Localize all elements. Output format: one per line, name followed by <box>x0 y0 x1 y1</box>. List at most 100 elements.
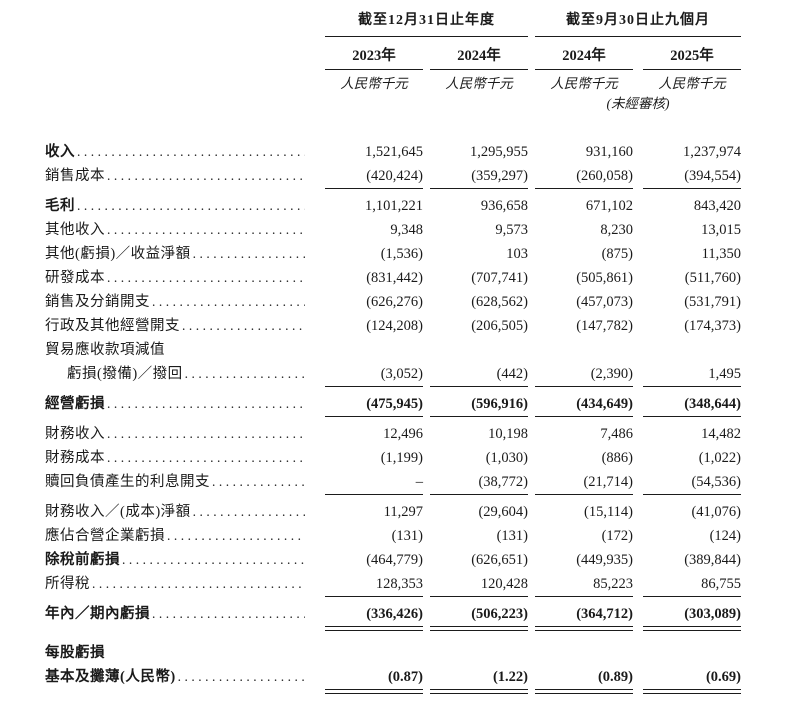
value-cell: (464,779) <box>366 552 423 568</box>
value-cell: (1,199) <box>380 450 423 466</box>
table-row-cost-of-sales: 銷售成本 (420,424) (359,297) (260,058) (394,… <box>45 164 741 189</box>
row-label: 收入 <box>45 144 75 160</box>
value-cell: (531,791) <box>684 294 741 310</box>
row-label-wrap: 其他(虧損)／收益淨額 <box>45 242 325 266</box>
value-cell: 9,573 <box>495 222 528 238</box>
group-header-annual: 截至12月31日止年度 <box>325 10 528 37</box>
value-cell: 1,237,974 <box>683 144 741 160</box>
value-cell: 1,295,955 <box>470 144 528 160</box>
dot-leader <box>152 290 305 314</box>
table-row-admin-operating-expenses: 行政及其他經營開支 (124,208) (206,505) (147,782) … <box>45 314 741 338</box>
year-header-2023: 2023年 <box>325 45 423 70</box>
value-cell: 14,482 <box>701 426 741 442</box>
row-label: 其他(虧損)／收益淨額 <box>45 246 191 262</box>
value-cell: 931,160 <box>585 144 633 160</box>
row-label-wrap: 收入 <box>45 140 325 164</box>
value-cell: (626,276) <box>366 294 423 310</box>
table-row-redemption-liability-interest: 贖回負債產生的利息開支 – (38,772) (21,714) (54,536) <box>45 470 741 495</box>
table-row-loss-per-share-heading: 每股虧損 <box>45 641 741 665</box>
period-group-header-row: 截至12月31日止年度 截至9月30日止九個月 <box>45 10 741 37</box>
row-label-wrap: 經營虧損 <box>45 392 325 416</box>
value-cell: 13,015 <box>701 222 741 238</box>
value-cell: 11,297 <box>383 504 423 520</box>
value-cell: (336,426) <box>325 602 423 631</box>
row-label-wrap: 毛利 <box>45 194 325 218</box>
value-cell: (434,649) <box>535 392 633 417</box>
value-cell: 103 <box>506 246 528 262</box>
row-label: 財務收入 <box>45 426 105 442</box>
row-label: 銷售成本 <box>45 168 105 184</box>
unaudited-note-row: (未經審核) <box>45 94 741 114</box>
row-label-wrap: 財務收入 <box>45 422 325 446</box>
value-cell: (475,945) <box>325 392 423 417</box>
value-cell: (0.69) <box>643 665 741 694</box>
value-cell: 10,198 <box>488 426 528 442</box>
row-label: 毛利 <box>45 198 75 214</box>
value-cell: (1,022) <box>698 450 741 466</box>
row-label: 行政及其他經營開支 <box>45 318 180 334</box>
table-row-finance-costs: 財務成本 (1,199) (1,030) (886) (1,022) <box>45 446 741 470</box>
value-cell: (628,562) <box>471 294 528 310</box>
row-label: 貿易應收款項減值 <box>45 342 165 358</box>
dot-leader <box>77 194 305 218</box>
value-cell: (359,297) <box>430 164 528 189</box>
row-label: 每股虧損 <box>45 645 105 661</box>
statement-table-body: 收入 1,521,645 1,295,955 931,160 1,237,974… <box>45 140 741 694</box>
dot-leader <box>107 422 305 446</box>
value-cell: (172) <box>601 528 633 544</box>
table-row-basic-diluted-eps: 基本及攤薄(人民幣) (0.87) (1.22) (0.89) (0.69) <box>45 665 741 694</box>
value-cell: (124) <box>709 528 741 544</box>
value-cell: (449,935) <box>576 552 633 568</box>
row-label-wrap: 財務成本 <box>45 446 325 470</box>
value-cell: 12,496 <box>383 426 423 442</box>
table-row-other-income: 其他收入 9,348 9,573 8,230 13,015 <box>45 218 741 242</box>
row-label: 基本及攤薄(人民幣) <box>45 669 176 685</box>
row-label-wrap: 銷售成本 <box>45 164 325 188</box>
row-label: 財務收入／(成本)淨額 <box>45 504 191 520</box>
currency-unit: 人民幣千元 <box>550 76 618 91</box>
value-cell: (21,714) <box>535 470 633 495</box>
value-cell: 671,102 <box>585 198 633 214</box>
value-cell: (0.87) <box>325 665 423 694</box>
year-header-2024-9m: 2024年 <box>535 45 633 70</box>
value-cell: (131) <box>496 528 528 544</box>
value-cell: 85,223 <box>535 572 633 597</box>
table-row-income-tax: 所得稅 128,353 120,428 85,223 86,755 <box>45 572 741 597</box>
row-label-wrap: 銷售及分銷開支 <box>45 290 325 314</box>
value-cell: (206,505) <box>471 318 528 334</box>
table-row-trade-receivables-impairment-line2: 虧損(撥備)／撥回 (3,052) (442) (2,390) 1,495 <box>45 362 741 387</box>
dot-leader <box>107 446 305 470</box>
value-cell: (147,782) <box>576 318 633 334</box>
table-row-share-of-jv-loss: 應佔合營企業虧損 (131) (131) (172) (124) <box>45 524 741 548</box>
value-cell: (886) <box>601 450 633 466</box>
value-cell: (131) <box>391 528 423 544</box>
value-cell: (54,536) <box>643 470 741 495</box>
value-cell: (457,073) <box>576 294 633 310</box>
value-cell: 1,101,221 <box>365 198 423 214</box>
value-cell: (38,772) <box>430 470 528 495</box>
unaudited-note: (未經審核) <box>606 96 670 111</box>
value-cell: (41,076) <box>691 504 741 520</box>
table-row-loss-for-the-period: 年內／期內虧損 (336,426) (506,223) (364,712) (3… <box>45 602 741 631</box>
row-label: 財務成本 <box>45 450 105 466</box>
currency-unit: 人民幣千元 <box>340 76 408 91</box>
row-label-wrap: 貿易應收款項減值 <box>45 338 325 362</box>
value-cell: (15,114) <box>584 504 633 520</box>
year-header-2024: 2024年 <box>430 45 528 70</box>
table-row-operating-loss: 經營虧損 (475,945) (596,916) (434,649) (348,… <box>45 392 741 417</box>
value-cell: (1,536) <box>380 246 423 262</box>
row-label-wrap: 基本及攤薄(人民幣) <box>45 665 325 689</box>
dot-leader <box>107 164 305 188</box>
value-cell: (389,844) <box>684 552 741 568</box>
value-cell: – <box>325 470 423 495</box>
value-cell: 8,230 <box>600 222 633 238</box>
dot-leader <box>193 242 305 266</box>
row-label-wrap: 年內／期內虧損 <box>45 602 325 626</box>
value-cell: (364,712) <box>535 602 633 631</box>
table-row-trade-receivables-impairment-line1: 貿易應收款項減值 <box>45 338 741 362</box>
row-label-wrap: 每股虧損 <box>45 641 325 665</box>
value-cell: 11,350 <box>701 246 741 262</box>
row-label-wrap: 其他收入 <box>45 218 325 242</box>
value-cell: (596,916) <box>430 392 528 417</box>
currency-unit: 人民幣千元 <box>658 76 726 91</box>
